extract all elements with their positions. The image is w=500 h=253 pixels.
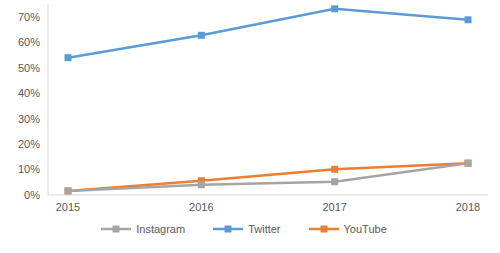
svg-text:2018: 2018 bbox=[456, 201, 480, 213]
svg-text:0%: 0% bbox=[24, 189, 40, 201]
svg-text:2015: 2015 bbox=[56, 201, 80, 213]
html-text:YouTube: YouTube bbox=[343, 223, 387, 235]
svg-text:10%: 10% bbox=[18, 163, 40, 175]
svg-text:30%: 30% bbox=[18, 113, 40, 125]
svg-text:2017: 2017 bbox=[322, 201, 346, 213]
svg-text:60%: 60% bbox=[18, 36, 40, 48]
html-text:Twitter: Twitter bbox=[248, 223, 281, 235]
svg-text:2016: 2016 bbox=[189, 201, 213, 213]
svg-text:70%: 70% bbox=[18, 11, 40, 23]
svg-text:20%: 20% bbox=[18, 138, 40, 150]
svg-text:40%: 40% bbox=[18, 87, 40, 99]
svg-text:50%: 50% bbox=[18, 62, 40, 74]
html-text:Instagram: Instagram bbox=[136, 223, 186, 235]
